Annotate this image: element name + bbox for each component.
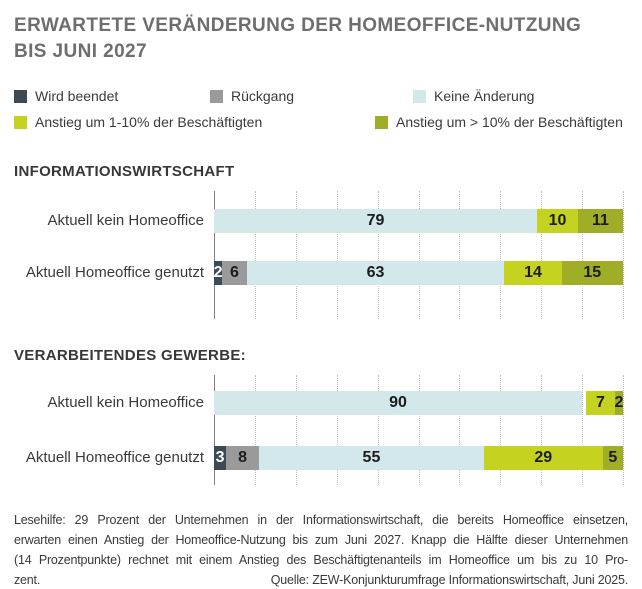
bar-segment-rueckgang: 6 — [222, 261, 247, 285]
bar-value-label: 90 — [389, 394, 407, 411]
bar-value-label: 8 — [238, 449, 248, 466]
a10-swatch-icon — [375, 115, 388, 129]
gridline — [295, 191, 297, 319]
row-label: Aktuell Homeoffice genutzt — [25, 264, 204, 281]
footnote-line: erwarten einen Anstieg der Homeoffice-Nu… — [14, 533, 628, 547]
gridline — [254, 375, 256, 485]
bar-value-label: 14 — [524, 264, 542, 281]
gridline — [500, 375, 502, 485]
gridline — [295, 375, 297, 485]
bar-value-label: 15 — [583, 264, 602, 281]
bar-segment-keine: 55 — [258, 446, 484, 470]
bar-segment-a10: 15 — [561, 261, 623, 285]
section-header: VERARBEITENDES GEWERBE: — [14, 347, 246, 364]
row-label: Aktuell Homeoffice genutzt — [25, 449, 204, 466]
rueckgang-swatch-icon — [210, 89, 223, 103]
bar-segment-a1: 10 — [537, 209, 578, 233]
gridline — [418, 375, 420, 485]
gridline — [623, 375, 624, 485]
legend-item-rueckgang: Rückgang — [210, 88, 294, 104]
footnote: Lesehilfe: 29 Prozent der Unternehmen in… — [14, 510, 628, 589]
bar-segment-beendet: 2 — [213, 261, 223, 285]
footnote-line: (14 Prozentpunkte) rechnet mit einem Ans… — [14, 553, 628, 567]
page-title: ERWARTETE VERÄNDERUNG DER HOMEOFFICE-NUT… — [14, 13, 628, 65]
section-header: INFORMATIONSWIRTSCHAFT — [14, 163, 235, 180]
bar-value-label: 2 — [614, 394, 624, 411]
gridline — [336, 375, 338, 485]
bar-value-label: 29 — [534, 449, 553, 466]
row-label: Aktuell kein Homeoffice — [47, 212, 204, 229]
bar-segment-rueckgang: 8 — [226, 446, 259, 470]
legend: Wird beendet Rückgang Keine Änderung Anstie… — [14, 88, 628, 140]
legend-label: Keine Änderung — [434, 88, 535, 104]
legend-item-beendet: Wird beendet — [14, 88, 118, 104]
bar-segment-a10: 11 — [578, 209, 623, 233]
gridline — [459, 375, 461, 485]
gridline — [377, 375, 379, 485]
bar-segment-keine: 79 — [214, 209, 538, 233]
bar-segment-a1: 14 — [504, 261, 562, 285]
gridline — [336, 191, 338, 319]
bar-value-label: 5 — [608, 449, 618, 466]
bar-chart-2: Aktuell kein Homeoffice 90 7 2 Aktuell Homeo… — [14, 375, 628, 485]
legend-row: Anstieg um 1-10% der Beschäftigten Anstie… — [14, 114, 628, 140]
gridline — [541, 191, 543, 319]
gridline — [254, 191, 256, 319]
footnote-line-end: zent. — [14, 573, 41, 587]
bar-segment-beendet: 3 — [214, 446, 227, 470]
bar-value-label: 10 — [548, 212, 567, 229]
bar-value-label: 3 — [215, 449, 225, 466]
bar-segment-a10: 5 — [602, 446, 623, 470]
gridline — [623, 191, 624, 319]
footnote-last-line: zent. Quelle: ZEW-Konjunkturumfrage Info… — [14, 570, 628, 589]
axis-line — [214, 191, 215, 319]
gridline — [582, 375, 584, 485]
legend-label: Wird beendet — [35, 88, 119, 104]
row-label: Aktuell kein Homeoffice — [47, 394, 204, 411]
footnote-line: Lesehilfe: 29 Prozent der Unternehmen in… — [14, 513, 628, 527]
bar-chart-1: Aktuell kein Homeoffice 79 10 11 Aktuell Hom… — [14, 191, 628, 319]
bar-segment-a10: 2 — [614, 391, 624, 415]
bar-segment-keine: 90 — [214, 391, 583, 415]
bar-value-label: 6 — [229, 264, 239, 281]
bar-segment-a1: 7 — [586, 391, 615, 415]
legend-label: Anstieg um 1-10% der Beschäftigten — [35, 114, 263, 130]
beendet-swatch-icon — [14, 89, 27, 103]
bar-value-label: 55 — [362, 449, 381, 466]
legend-row: Wird beendet Rückgang Keine Änderung — [14, 88, 628, 114]
bar-value-label: 7 — [596, 394, 605, 411]
bar-value-label: 79 — [366, 212, 385, 229]
keine-swatch-icon — [413, 89, 426, 103]
page-title-line1: ERWARTETE VERÄNDERUNG DER HOMEOFFICE-NUT… — [14, 15, 582, 36]
axis-line — [214, 375, 215, 485]
legend-label: Rückgang — [231, 88, 295, 104]
legend-item-keine: Keine Änderung — [413, 88, 534, 104]
bar-value-label: 63 — [366, 264, 385, 281]
gridline — [459, 191, 461, 319]
bar-segment-keine: 63 — [246, 261, 505, 285]
gridline — [418, 191, 420, 319]
a1-swatch-icon — [14, 115, 27, 129]
gridline — [500, 191, 502, 319]
charts-area: INFORMATIONSWIRTSCHAFT Aktuell kein Homeo… — [14, 163, 628, 485]
legend-label: Anstieg um > 10% der Beschäftigten — [396, 114, 623, 130]
legend-item-a1: Anstieg um 1-10% der Beschäftigten — [14, 114, 262, 130]
grid — [214, 191, 624, 319]
gridline — [541, 375, 543, 485]
gridline — [582, 191, 584, 319]
legend-item-a10: Anstieg um > 10% der Beschäftigten — [375, 114, 623, 130]
bar-value-label: 11 — [592, 212, 609, 229]
page-title-line2: BIS JUNI 2027 — [14, 41, 147, 62]
bar-value-label: 2 — [213, 264, 223, 281]
grid — [214, 375, 624, 485]
bar-segment-a1: 29 — [483, 446, 603, 470]
gridline — [377, 191, 379, 319]
source-note: Quelle: ZEW-Konjunkturumfrage Informatio… — [270, 573, 628, 587]
